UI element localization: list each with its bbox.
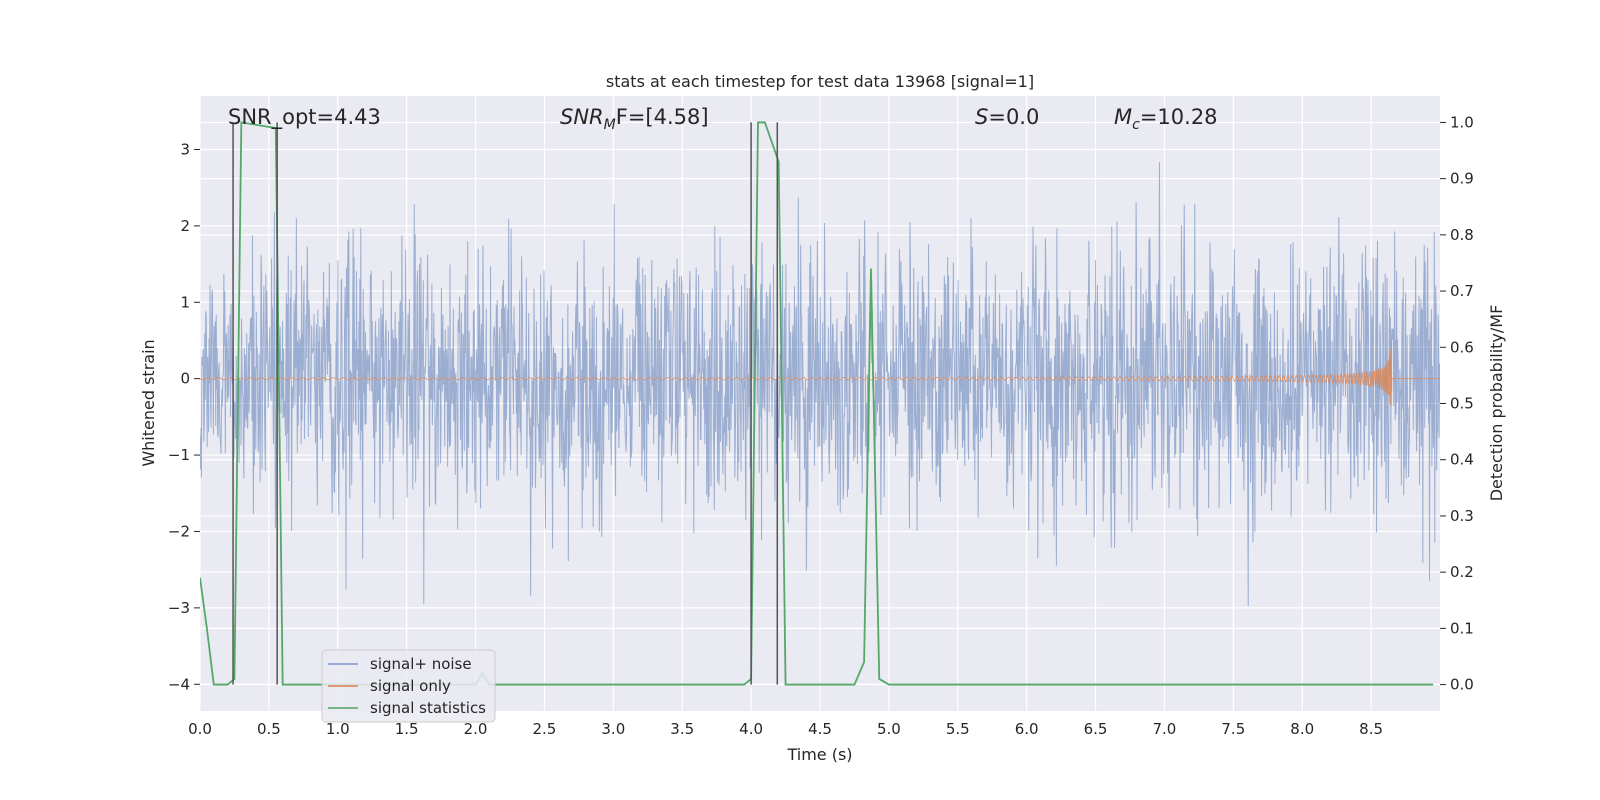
- x-axis-label: Time (s): [786, 745, 852, 764]
- x-tick-label: 0.0: [188, 720, 212, 738]
- series-signal-only: [200, 341, 1440, 406]
- legend-label: signal statistics: [370, 699, 486, 717]
- legend-label: signal+ noise: [370, 655, 472, 673]
- y2-tick-label: 0.1: [1450, 619, 1474, 637]
- x-tick-label: 3.5: [670, 720, 694, 738]
- annotation-0: SNR_opt=4.43: [228, 105, 381, 130]
- y-tick-label: 2: [180, 217, 190, 235]
- y-tick-label: −1: [168, 446, 190, 464]
- annotations: SNR_opt=4.43 SNRMF=[4.58] S=0.0 Mc=10.28: [228, 105, 1218, 133]
- x-tick-label: 1.5: [395, 720, 419, 738]
- legend-box: [321, 649, 496, 723]
- x-tick-label: 3.0: [601, 720, 625, 738]
- y2-tick-label: 0.2: [1450, 563, 1474, 581]
- x-tick-label: 6.0: [1015, 720, 1039, 738]
- y2-tick-label: 0.0: [1450, 676, 1474, 694]
- series-layer: [200, 121, 1440, 686]
- y-tick-label: −4: [168, 675, 190, 693]
- annotation-3: Mc=10.28: [1114, 105, 1218, 133]
- x-tick-label: 2.5: [533, 720, 557, 738]
- ticks: 0.0 0.5 1.0 1.5 2.0 2.5 3.0 3.5 4.0 4.5 5.0 5.5 6.0 6…: [168, 113, 1474, 738]
- annotation-1: SNRMF=[4.58]: [560, 105, 709, 133]
- legend: signal+ noise signal only signal statistic…: [321, 649, 496, 723]
- x-tick-label: 4.5: [808, 720, 832, 738]
- y2-tick-label: 0.4: [1450, 451, 1474, 469]
- annotation-2: S=0.0: [975, 105, 1039, 129]
- y2-tick-label: 0.7: [1450, 282, 1474, 300]
- x-tick-label: 5.0: [877, 720, 901, 738]
- x-tick-label: 7.0: [1153, 720, 1177, 738]
- y-tick-label: 1: [180, 293, 190, 311]
- y-axis-label: Whitened strain: [139, 339, 158, 466]
- x-tick-label: 8.5: [1359, 720, 1383, 738]
- x-tick-label: 8.0: [1290, 720, 1314, 738]
- y2-tick-label: 0.8: [1450, 226, 1474, 244]
- y2-tick-label: 0.5: [1450, 395, 1474, 413]
- y-tick-label: −3: [168, 599, 190, 617]
- y2-tick-label: 1.0: [1450, 113, 1474, 131]
- x-tick-label: 5.5: [946, 720, 970, 738]
- x-tick-label: 7.5: [1221, 720, 1245, 738]
- x-tick-label: 6.5: [1084, 720, 1108, 738]
- y-tick-label: −2: [168, 522, 190, 540]
- series-signal-noise: [200, 162, 1440, 607]
- y2-axis-label: Detection probability/MF: [1487, 305, 1506, 502]
- x-tick-label: 1.0: [326, 720, 350, 738]
- y2-tick-label: 0.9: [1450, 170, 1474, 188]
- y2-tick-label: 0.6: [1450, 338, 1474, 356]
- x-tick-label: 4.0: [739, 720, 763, 738]
- x-tick-label: 2.0: [464, 720, 488, 738]
- x-tick-label: 0.5: [257, 720, 281, 738]
- y2-tick-label: 0.3: [1450, 507, 1474, 525]
- legend-label: signal only: [370, 677, 451, 695]
- y-tick-label: 3: [180, 140, 190, 158]
- y-tick-label: 0: [180, 370, 190, 388]
- chart-title: stats at each timestep for test data 139…: [606, 72, 1034, 91]
